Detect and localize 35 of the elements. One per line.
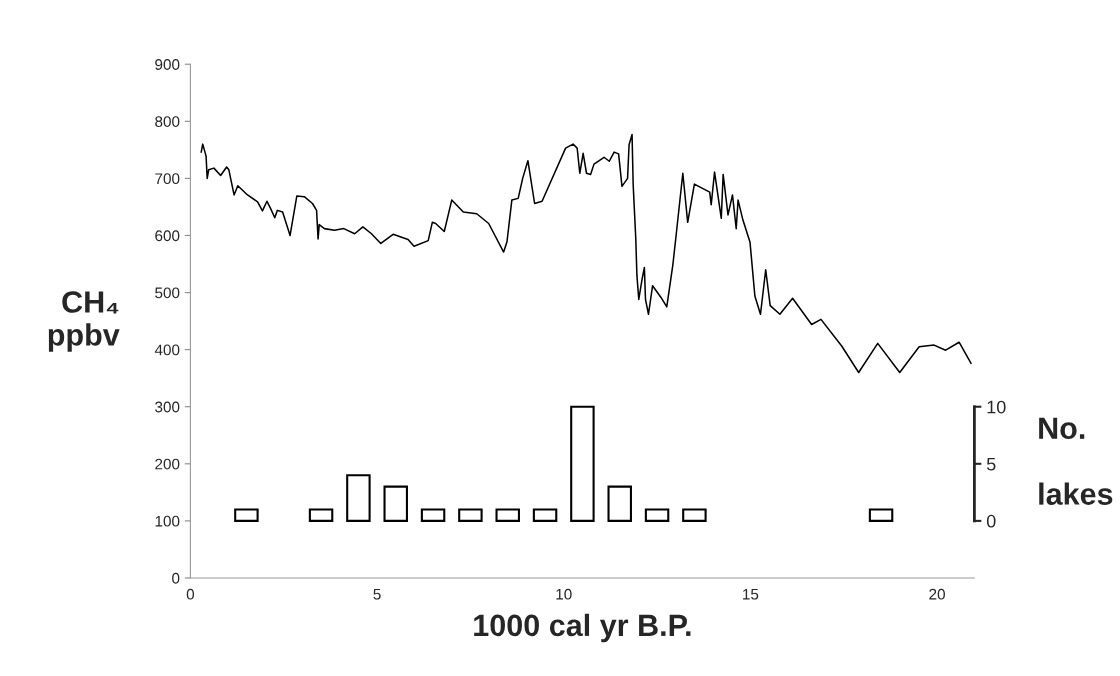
x-tick-label: 15 [743,588,759,600]
x-tick-label: 10 [556,588,572,600]
y-tick-label: 500 [155,287,180,299]
y-tick-label: 600 [155,230,180,242]
y-tick-label: 900 [155,59,180,70]
bar [420,508,446,522]
bar [868,508,894,522]
y-tick-label: 800 [155,116,180,127]
bar [458,508,483,522]
x-tick-label: 0 [186,588,195,600]
y-tick-label: 100 [155,515,180,527]
x-tick-label: 20 [929,588,945,600]
y-tick-label: 700 [155,173,180,185]
bar [346,474,371,522]
x-tick-label: 5 [373,588,381,600]
bar [682,508,707,522]
y2-tick-label: 5 [986,457,996,471]
y-axis-title: CH₄ ppbv [48,291,120,352]
y-tick-label: 400 [154,344,180,356]
y-tick-label: 0 [172,572,180,584]
line-series [200,133,972,374]
bar [607,485,632,522]
bar [234,508,259,522]
bar [532,508,558,522]
bar [570,405,595,522]
text: No. lakes [1039,417,1113,505]
bar [495,508,520,522]
bar [308,508,334,522]
bar [383,485,408,522]
bar [644,508,670,522]
y2-tick-label: 0 [986,514,996,528]
y2-tick-label: 10 [987,400,1006,414]
y-tick-label: 200 [155,458,180,470]
y-tick-label: 300 [155,401,180,413]
x-axis-title: 1000 cal yr B.P. [474,613,691,643]
